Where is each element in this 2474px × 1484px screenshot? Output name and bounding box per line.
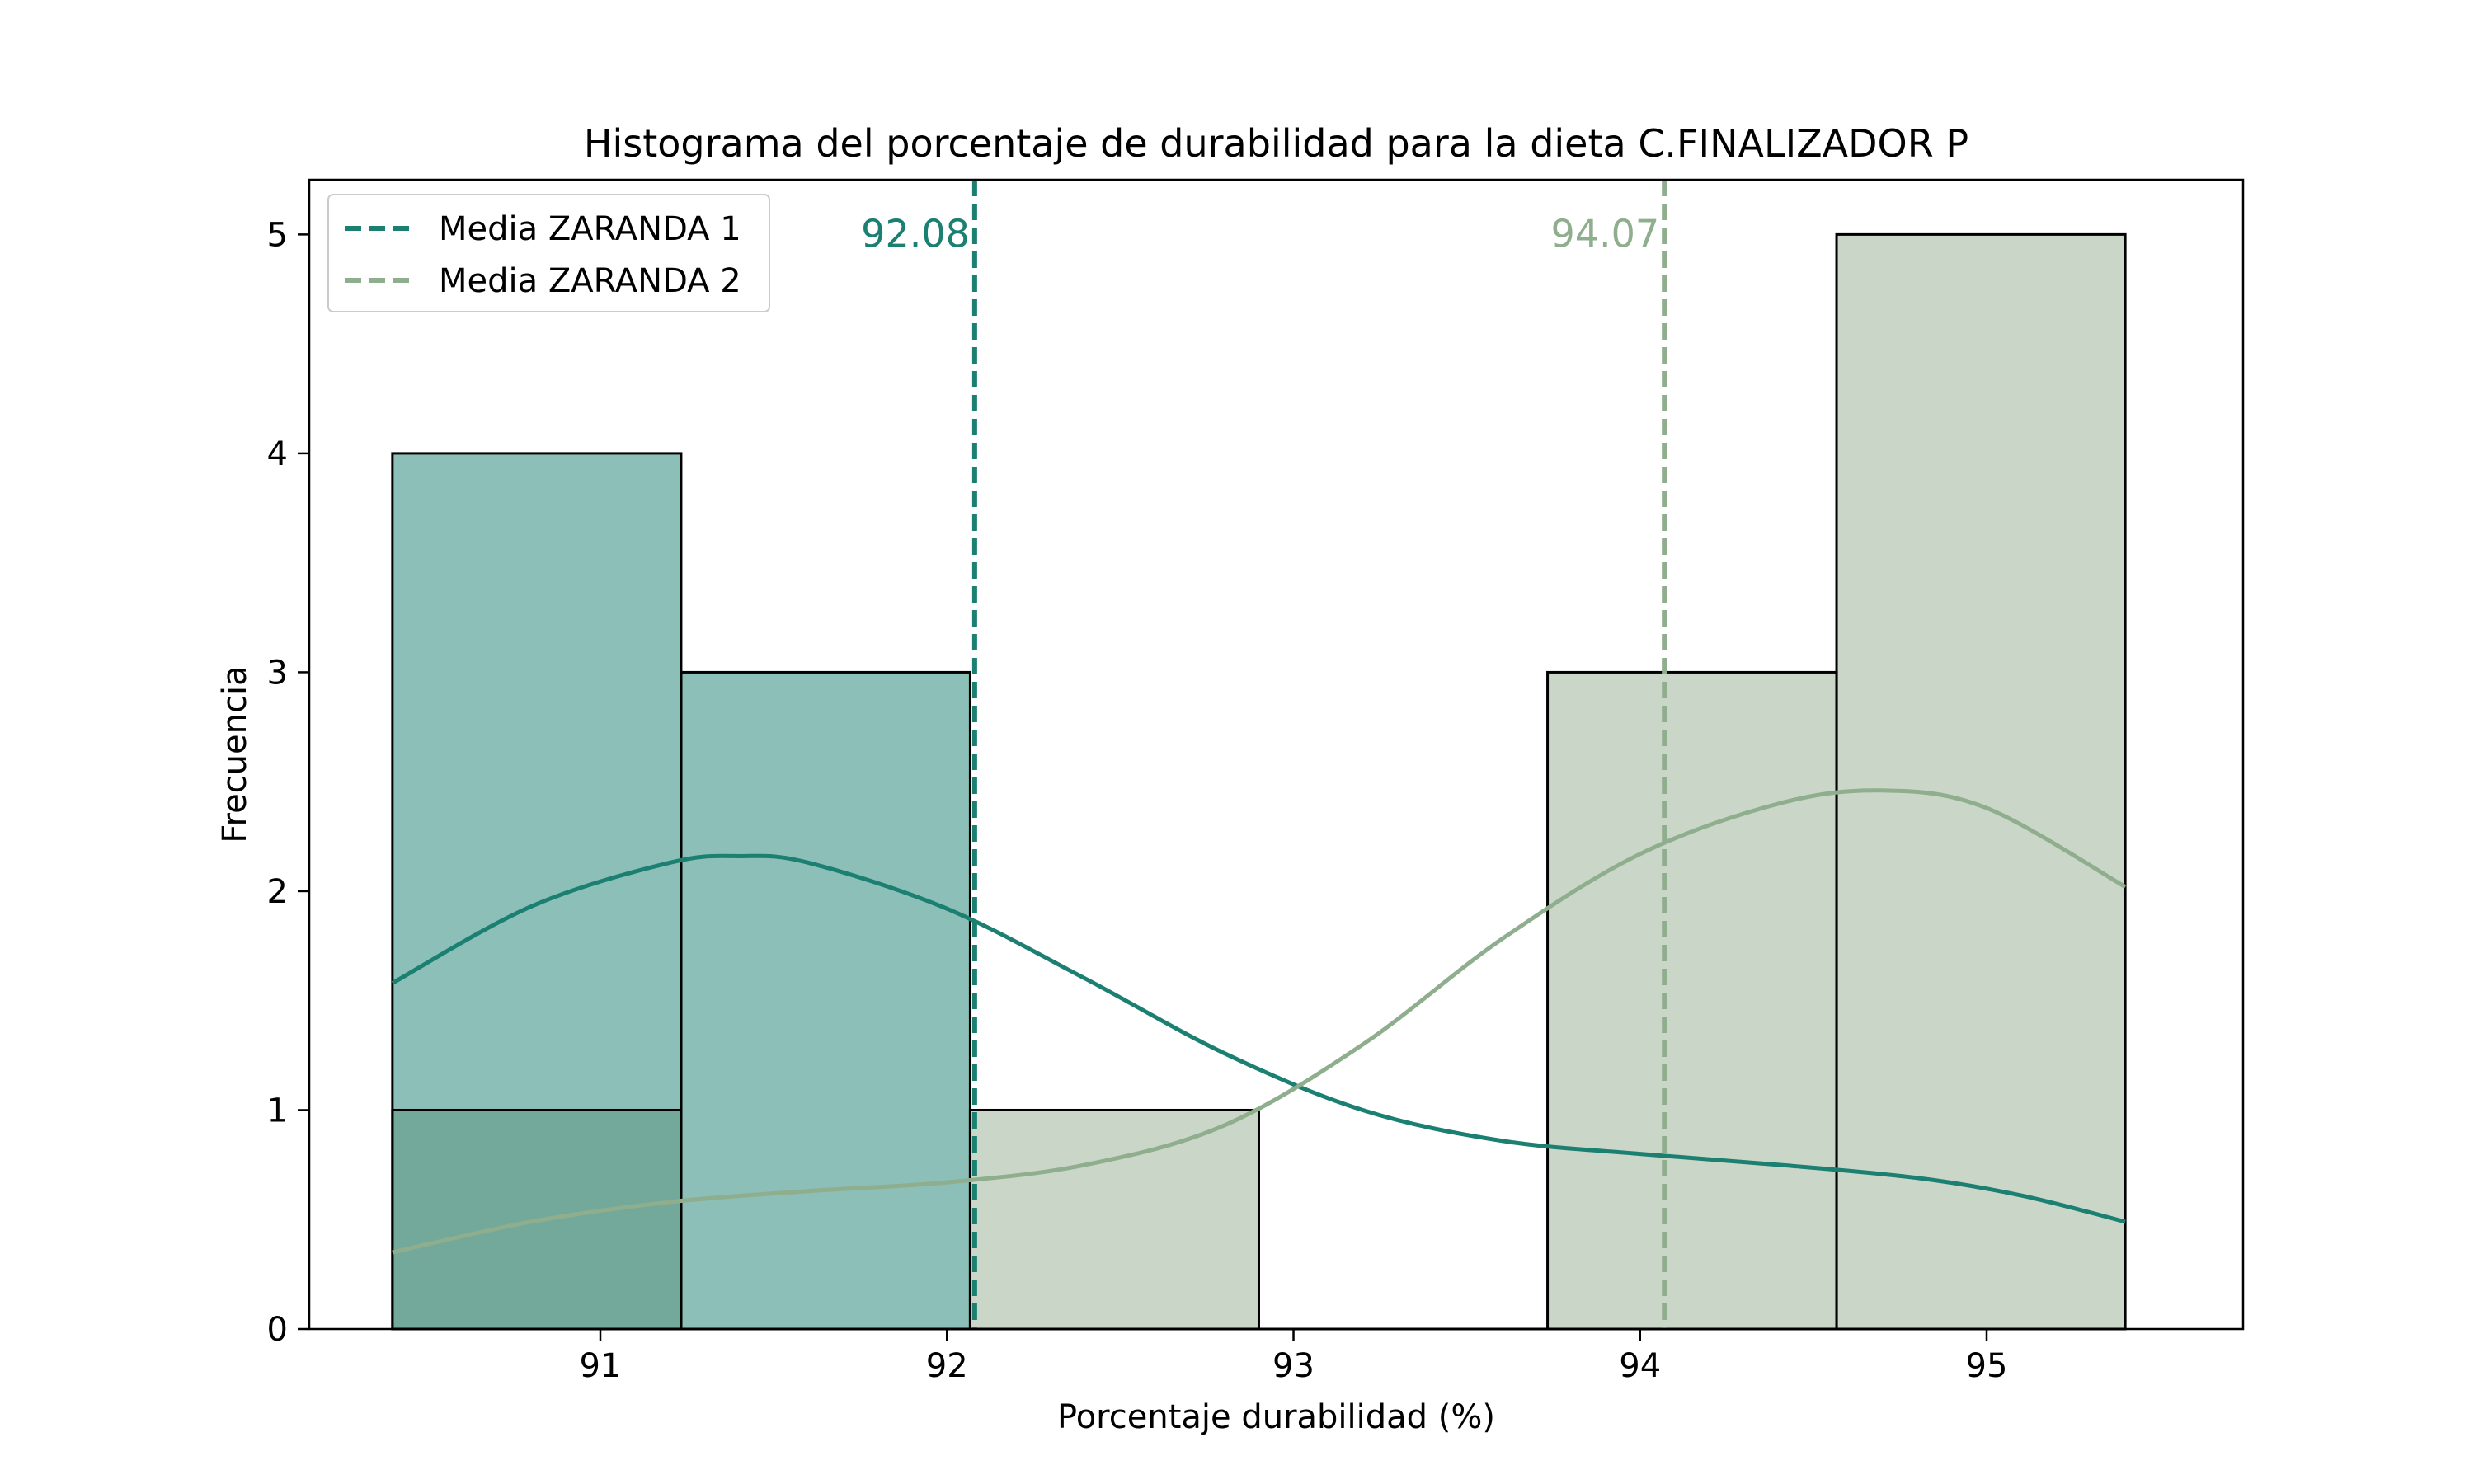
histogram-bar-zaranda-2 [970, 1110, 1259, 1329]
histogram-bar-zaranda-1 [680, 672, 971, 1329]
mean-layer: 92.08 94.07 [861, 180, 1667, 1329]
chart-title: Histograma del porcentaje de durabilidad… [584, 121, 1968, 166]
kde-curve-zaranda-2 [392, 788, 2127, 1255]
legend-box [327, 194, 770, 312]
histogram-bar-zaranda-2 [1547, 672, 1837, 1329]
kde-layer [391, 788, 2127, 1255]
legend-label-zaranda-1: Media ZARANDA 1 [439, 210, 741, 248]
y-tick-label: 0 [267, 1311, 288, 1349]
x-tick-label: 93 [1272, 1347, 1315, 1385]
y-tick-label: 1 [267, 1092, 288, 1129]
mean-label-zaranda-2: 94.07 [1550, 211, 1659, 256]
x-tick-label: 94 [1619, 1347, 1661, 1385]
y-tick-label: 5 [267, 216, 288, 254]
x-axis-label: Porcentaje durabilidad (%) [1057, 1398, 1495, 1436]
mean-label-zaranda-1: 92.08 [861, 211, 970, 256]
axes-layer: 91 92 93 94 95 0 1 2 3 4 5 [267, 216, 2008, 1385]
x-tick-label: 92 [926, 1347, 968, 1385]
histogram-bar-zaranda-2 [1837, 234, 2126, 1329]
y-tick-label: 3 [267, 654, 288, 692]
y-tick-label: 4 [267, 435, 288, 473]
kde-curve-zaranda-1 [391, 853, 2126, 1224]
bars-layer [391, 232, 2127, 1331]
legend-label-zaranda-2: Media ZARANDA 2 [439, 262, 741, 300]
x-tick-label: 95 [1966, 1347, 2008, 1385]
y-axis-label: Frecuencia [216, 665, 254, 843]
x-tick-label: 91 [580, 1347, 622, 1385]
y-tick-label: 2 [267, 873, 288, 911]
legend: Media ZARANDA 1 Media ZARANDA 2 [327, 194, 770, 312]
plot-frame [308, 178, 2245, 1331]
histogram-bar-zaranda-1 [392, 453, 681, 1111]
